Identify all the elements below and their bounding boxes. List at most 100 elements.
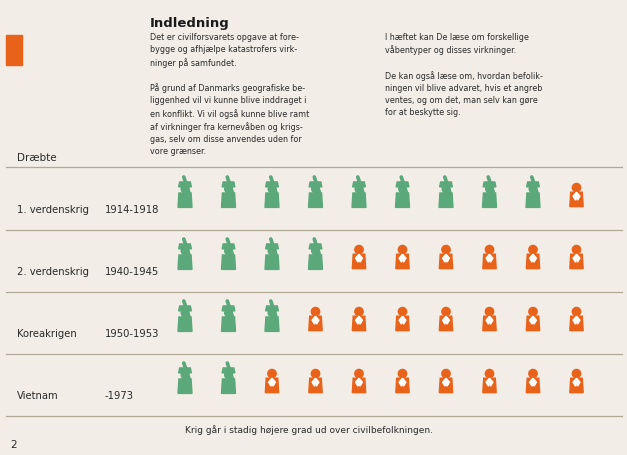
Polygon shape [403,316,406,324]
Circle shape [312,369,320,378]
Polygon shape [570,254,583,268]
Polygon shape [530,254,533,262]
Polygon shape [576,378,580,386]
Circle shape [181,371,189,379]
Polygon shape [526,193,540,207]
Polygon shape [533,378,537,386]
Polygon shape [221,255,236,269]
Polygon shape [272,378,275,386]
Polygon shape [526,254,540,268]
Text: 2. verdenskrig: 2. verdenskrig [17,267,89,277]
Polygon shape [533,254,537,262]
Polygon shape [573,192,576,200]
Circle shape [442,308,450,316]
Circle shape [181,309,189,317]
Polygon shape [221,193,236,207]
Circle shape [268,309,276,317]
Polygon shape [308,193,322,207]
Circle shape [224,247,232,255]
Polygon shape [179,306,191,311]
Text: Dræbte: Dræbte [17,153,56,163]
Polygon shape [440,378,453,393]
Polygon shape [576,316,580,324]
Circle shape [268,369,276,378]
Polygon shape [222,368,235,373]
Polygon shape [483,182,496,187]
Polygon shape [352,254,366,268]
Polygon shape [440,254,453,268]
Circle shape [399,185,406,193]
Circle shape [529,245,537,254]
Polygon shape [359,378,362,386]
Circle shape [442,369,450,378]
Text: 1950-1953: 1950-1953 [105,329,159,339]
Polygon shape [403,254,406,262]
Polygon shape [309,316,322,331]
Polygon shape [179,244,191,249]
Polygon shape [266,182,278,187]
Circle shape [486,185,493,193]
Polygon shape [486,378,490,386]
Polygon shape [312,316,315,324]
Circle shape [529,308,537,316]
Circle shape [312,185,319,193]
Circle shape [529,185,537,193]
Polygon shape [179,182,191,187]
Polygon shape [483,378,496,393]
Polygon shape [526,316,540,331]
Polygon shape [352,378,366,393]
Text: 1. verdenskrig: 1. verdenskrig [17,205,89,215]
Polygon shape [265,378,278,393]
Polygon shape [490,254,493,262]
Text: 2: 2 [10,440,17,450]
Polygon shape [178,317,192,331]
Polygon shape [352,193,366,207]
Circle shape [224,185,232,193]
Polygon shape [570,316,583,331]
Polygon shape [312,378,315,386]
Polygon shape [265,193,279,207]
Polygon shape [440,182,453,187]
Text: Krig går i stadig højere grad ud over civilbefolkningen.: Krig går i stadig højere grad ud over ci… [185,425,433,435]
Circle shape [224,371,232,379]
Polygon shape [221,379,236,394]
Polygon shape [573,254,576,262]
Polygon shape [178,255,192,269]
Circle shape [312,247,319,255]
Polygon shape [486,316,490,324]
Polygon shape [179,368,191,373]
Polygon shape [527,182,539,187]
Text: Indledning: Indledning [150,17,229,30]
Polygon shape [483,316,496,331]
Circle shape [485,308,493,316]
Polygon shape [399,254,403,262]
Polygon shape [356,316,359,324]
Polygon shape [359,316,362,324]
Circle shape [398,369,407,378]
Polygon shape [576,254,580,262]
Polygon shape [352,182,366,187]
Polygon shape [221,317,236,331]
Polygon shape [396,316,409,331]
Polygon shape [356,378,359,386]
Circle shape [572,245,581,254]
Circle shape [181,247,189,255]
Polygon shape [222,244,235,249]
Text: Det er civilforsvarets opgave at fore-
bygge og afhjælpe katastrofers virk-
ning: Det er civilforsvarets opgave at fore- b… [150,33,309,157]
Text: I hæftet kan De læse om forskellige
våbentyper og disses virkninger.

De kan ogs: I hæftet kan De læse om forskellige våbe… [385,33,543,117]
Circle shape [398,245,407,254]
Polygon shape [308,255,322,269]
Circle shape [312,308,320,316]
Polygon shape [396,378,409,393]
Polygon shape [490,378,493,386]
Circle shape [572,308,581,316]
Polygon shape [315,316,319,324]
Polygon shape [222,306,235,311]
Polygon shape [266,306,278,311]
Circle shape [572,183,581,192]
Polygon shape [446,378,450,386]
Text: 1940-1945: 1940-1945 [105,267,159,277]
Circle shape [268,185,276,193]
Polygon shape [533,316,537,324]
Polygon shape [576,192,580,200]
